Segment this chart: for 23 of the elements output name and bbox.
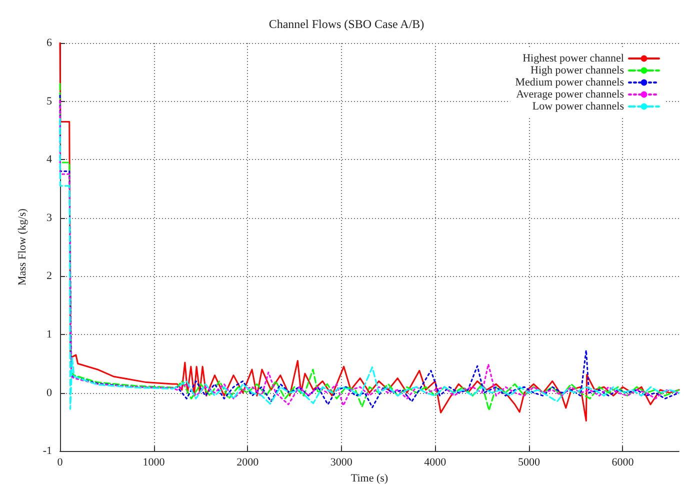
legend-label: Highest power channel (522, 52, 624, 64)
y-tick-label: 5 (46, 95, 52, 108)
x-tick-label: 6000 (612, 456, 634, 469)
x-tick-label: 1000 (142, 456, 166, 469)
y-tick-label: 6 (46, 37, 52, 49)
x-tick-label: 2000 (236, 456, 260, 469)
y-tick-label: 4 (46, 154, 52, 166)
y-tick-label: 0 (46, 386, 52, 399)
x-tick-label: 3000 (330, 456, 353, 469)
x-tick-label: 4000 (424, 456, 447, 469)
legend-label: Low power channels (532, 100, 624, 112)
x-tick-label: 0 (57, 456, 64, 469)
legend-label: High power channels (530, 64, 624, 76)
chart-title: Channel Flows (SBO Case A/B) (268, 17, 424, 31)
legend-label: Average power channels (516, 88, 624, 100)
y-tick-label: 1 (46, 328, 52, 340)
legend-label: Medium power channels (515, 76, 624, 88)
x-tick-label: 5000 (518, 456, 540, 469)
y-tick-label: 3 (46, 212, 52, 224)
y-axis-title: Mass Flow (kg/s) (16, 208, 28, 286)
y-tick-label: 2 (46, 270, 52, 282)
y-tick-label: -1 (42, 445, 52, 458)
x-axis-title: Time (s) (350, 472, 388, 484)
